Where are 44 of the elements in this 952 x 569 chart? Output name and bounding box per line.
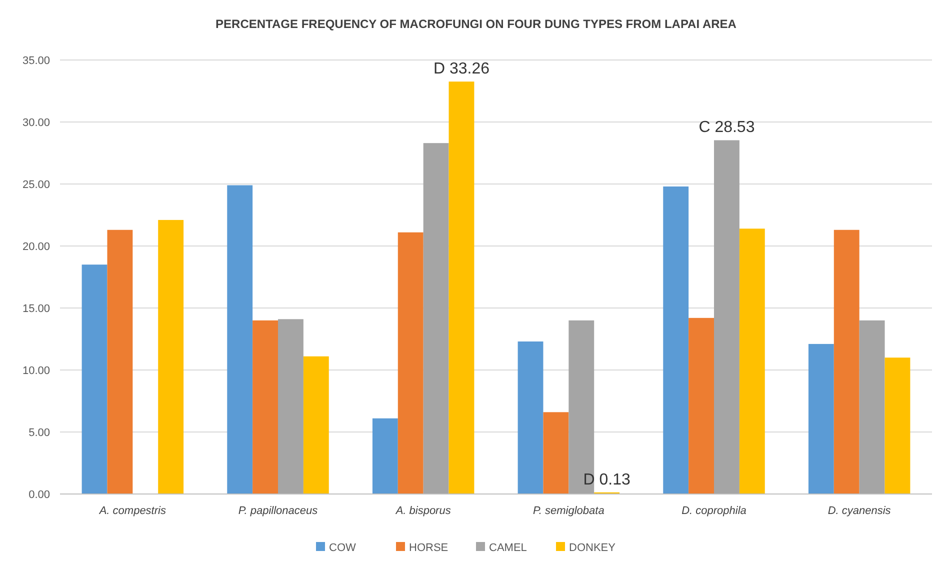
- bar: [568, 320, 594, 494]
- bar: [158, 220, 184, 494]
- y-tick-label: 25.00: [22, 178, 50, 191]
- x-tick-label: D. cyanensis: [828, 505, 892, 517]
- x-tick-label: D. coprophila: [682, 505, 746, 517]
- bar: [303, 356, 329, 494]
- bar: [543, 412, 569, 494]
- bar: [448, 82, 474, 494]
- y-tick-label: 30.00: [22, 116, 50, 129]
- bar: [107, 230, 133, 494]
- bar: [859, 320, 885, 494]
- bar: [663, 186, 689, 494]
- bar: [372, 418, 398, 494]
- y-tick-label: 0.00: [28, 488, 50, 501]
- x-tick-label: P. semiglobata: [532, 505, 604, 517]
- bar: [518, 341, 544, 494]
- y-tick-label: 35.00: [22, 54, 50, 67]
- y-tick-label: 20.00: [22, 240, 50, 253]
- chart-title: PERCENTAGE FREQUENCY OF MACROFUNGI ON FOUR DUNG TYPES FROM LAPAI AREA: [216, 17, 737, 31]
- bar: [252, 320, 278, 494]
- y-tick-label: 5.00: [28, 426, 50, 439]
- y-tick-label: 15.00: [22, 302, 50, 315]
- legend-label: COW: [329, 542, 356, 554]
- data-label: D 33.26: [433, 60, 490, 78]
- x-tick-label: A. bisporus: [394, 505, 452, 517]
- bar: [398, 232, 424, 494]
- bar: [739, 228, 765, 494]
- bar: [82, 264, 108, 494]
- legend-label: HORSE: [409, 542, 448, 554]
- bar: [884, 358, 910, 494]
- x-tick-label: P. papillonaceus: [238, 505, 318, 517]
- data-label: C 28.53: [698, 119, 755, 136]
- x-tick-label: A. compestris: [98, 505, 166, 517]
- bar: [688, 318, 714, 494]
- bar: [423, 143, 449, 494]
- bar: [278, 319, 304, 494]
- bar: [714, 140, 740, 494]
- bar: [808, 344, 834, 494]
- legend-label: CAMEL: [489, 542, 527, 554]
- y-tick-label: 10.00: [22, 364, 50, 377]
- bar: [834, 230, 860, 494]
- bar: [227, 185, 253, 494]
- legend-label: DONKEY: [569, 542, 616, 554]
- data-label: D 0.13: [583, 471, 630, 488]
